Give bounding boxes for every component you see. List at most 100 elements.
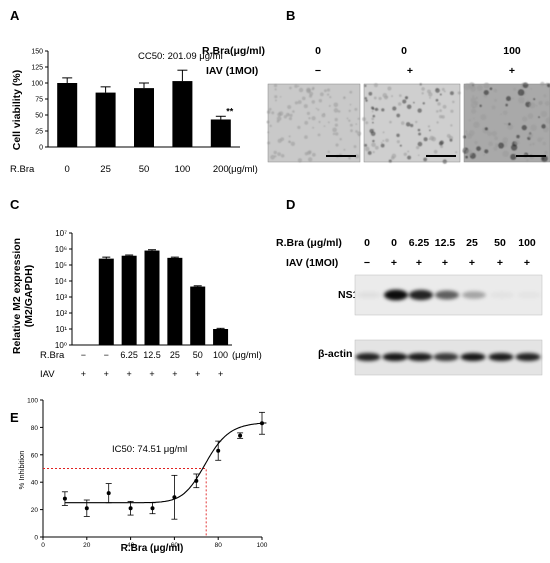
b-cell xyxy=(470,101,478,109)
d-conc-label: 12.5 xyxy=(435,237,456,249)
b-cell xyxy=(544,100,550,106)
e-y-tick-label: 20 xyxy=(31,507,39,514)
b-cell xyxy=(487,131,492,137)
b-cell xyxy=(545,117,550,124)
b-cell xyxy=(407,150,410,153)
e-y-axis-label: % Inhibition xyxy=(17,451,26,490)
b-cell xyxy=(290,141,296,146)
c-iav-tick-label: + xyxy=(172,369,177,379)
b-cell xyxy=(415,120,418,124)
b-cell xyxy=(514,139,520,145)
c-iav-tick-label: + xyxy=(127,369,132,379)
panel-e: E IC50: 74.51 μg/ml % Inhibition R.Bra (… xyxy=(10,398,268,555)
b-cell xyxy=(505,123,509,126)
b-cell xyxy=(373,83,379,88)
b-cell xyxy=(294,101,299,105)
b-cell xyxy=(398,94,402,97)
b-cell xyxy=(353,145,357,149)
b-cell xyxy=(442,104,447,109)
b-cell xyxy=(273,83,278,88)
b-cell xyxy=(277,138,282,143)
e-plot: 0 20 40 60 80 100 0 20 40 60 80 100 xyxy=(27,398,268,550)
b-cell xyxy=(506,96,511,102)
a-y-tick-label: 0 xyxy=(39,145,43,152)
b-cell xyxy=(334,117,338,122)
panel-d-letter: D xyxy=(286,197,295,212)
e-data-point xyxy=(84,506,89,511)
b-cell xyxy=(335,143,339,147)
ic50-annotation: IC50: 74.51 μg/ml xyxy=(112,444,187,455)
e-x-tick-label: 80 xyxy=(215,542,223,549)
b-cell xyxy=(346,117,349,120)
a-bar xyxy=(172,81,193,147)
e-x-tick-label: 60 xyxy=(171,542,179,549)
b-cell xyxy=(327,121,330,124)
a-y-axis-label: Cell viability (%) xyxy=(11,70,23,151)
b-cell xyxy=(508,122,511,126)
b-cell xyxy=(288,116,293,121)
b-cell xyxy=(442,159,447,164)
c-y-tick-label: 10⁶ xyxy=(55,245,67,254)
b-cell xyxy=(276,119,280,123)
b-cell xyxy=(472,117,475,120)
b-cell xyxy=(533,98,536,101)
d-actin-label: β-actin xyxy=(318,348,352,360)
b-cell xyxy=(371,110,374,113)
b-cell xyxy=(441,87,445,91)
e-data-point xyxy=(106,491,111,496)
b-iav-3: + xyxy=(509,65,515,77)
c-rbra-tick-label: 100 xyxy=(213,350,228,360)
b-micrograph-border xyxy=(267,83,361,163)
b-cell xyxy=(513,87,517,91)
b-cell xyxy=(297,100,302,105)
b-cell xyxy=(396,113,401,118)
a-bar xyxy=(57,83,78,147)
b-cell xyxy=(531,142,535,146)
c-iav-tick-label: + xyxy=(81,369,86,379)
b-cell xyxy=(311,116,316,121)
d-conc-label: 50 xyxy=(494,237,506,249)
b-cell xyxy=(387,86,392,91)
b-cell xyxy=(463,135,467,139)
b-cell xyxy=(337,110,341,113)
b-cell xyxy=(343,96,346,100)
c-bars: − + − +6.25 +12.5 +25 +50 +100 + xyxy=(81,249,228,379)
b-cell xyxy=(526,99,530,103)
e-data-point xyxy=(150,506,155,511)
a-x-tick-label: 0 xyxy=(65,164,70,175)
b-cell xyxy=(521,125,527,131)
b-micrograph-border xyxy=(463,83,550,163)
b-cell xyxy=(446,134,451,138)
b-cell xyxy=(479,104,482,108)
b-cell xyxy=(468,82,476,89)
b-cell xyxy=(372,121,374,124)
b-cell xyxy=(502,150,510,158)
d-iav-label: + xyxy=(524,257,530,269)
b-cell xyxy=(437,102,441,106)
d-lane-header: 0 − 0 +6.25 +12.5 +25 +50 +100 + xyxy=(364,237,536,269)
d-conc-label: 6.25 xyxy=(409,237,430,249)
b-cell xyxy=(435,88,440,93)
b-cell xyxy=(450,124,453,127)
b-cell xyxy=(332,132,336,136)
b-cell xyxy=(407,155,412,160)
a-y-tick-label: 25 xyxy=(35,129,43,136)
b-cell xyxy=(268,107,272,111)
b-cell xyxy=(274,88,277,91)
b-cell xyxy=(371,117,375,121)
b-cell xyxy=(283,115,288,119)
b-cell xyxy=(452,100,455,104)
a-y-tick-label: 50 xyxy=(35,113,43,120)
b-cell xyxy=(417,154,420,157)
b-cell xyxy=(417,128,421,132)
d-western-blots xyxy=(354,274,543,376)
b-cell xyxy=(317,108,320,111)
b-cell xyxy=(543,94,547,98)
b-cell xyxy=(397,102,402,106)
b-cell xyxy=(294,84,298,89)
c-y-tick-label: 10⁰ xyxy=(55,341,67,350)
b-cell xyxy=(404,96,409,100)
b-cell xyxy=(429,129,431,132)
b-cell xyxy=(400,121,405,125)
